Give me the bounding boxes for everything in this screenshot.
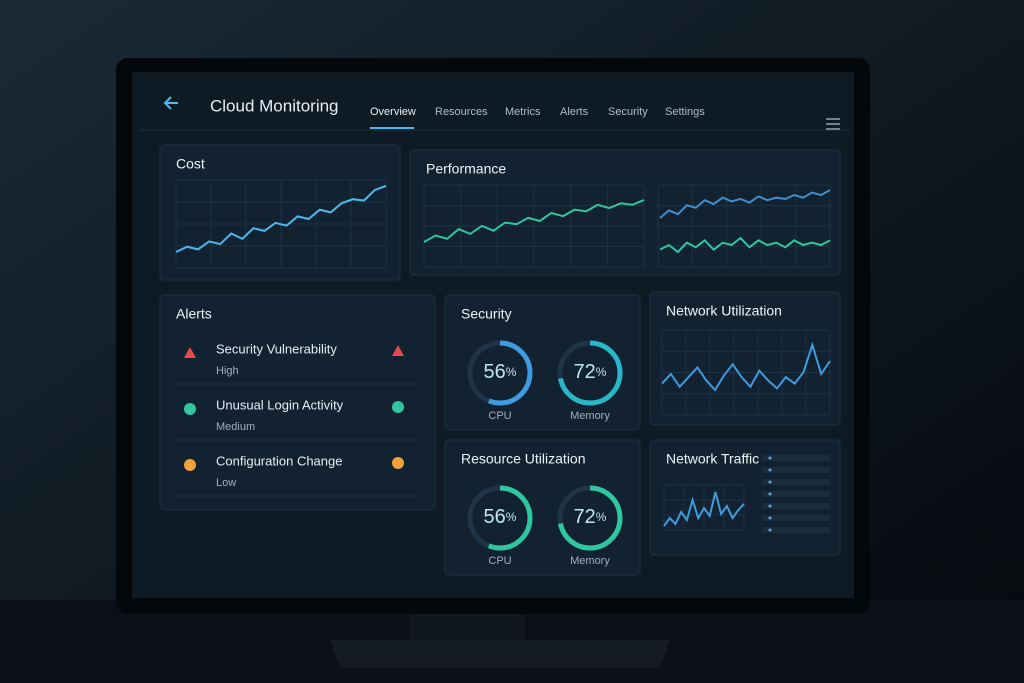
server-row	[762, 491, 830, 497]
alert-icon	[184, 347, 196, 358]
nav-item[interactable]: Resources	[435, 106, 488, 118]
gauge-arc	[467, 485, 533, 551]
monitor-base	[330, 640, 670, 668]
gauge-label: CPU	[488, 555, 511, 567]
server-row	[762, 467, 830, 473]
server-led	[768, 504, 772, 508]
gauge-arc	[557, 340, 623, 406]
line-series	[423, 199, 645, 243]
panel-title: Network Traffic	[666, 451, 759, 467]
alert-icon	[392, 345, 404, 356]
line-series	[663, 491, 745, 527]
server-led	[768, 492, 772, 496]
server-led	[768, 480, 772, 484]
panel-title: Security	[461, 306, 512, 322]
nav-item[interactable]: Overview	[370, 106, 416, 118]
gauge-unit: %	[506, 510, 517, 524]
gauge-arc	[467, 340, 533, 406]
app-title: Cloud Monitoring	[210, 96, 339, 115]
gauge-unit: %	[596, 365, 607, 379]
server-led	[768, 516, 772, 520]
server-row	[762, 455, 830, 461]
gauge-value: 56%	[484, 506, 517, 528]
server-row	[762, 479, 830, 485]
server-led	[768, 456, 772, 460]
alert-icon	[184, 403, 196, 415]
gauge-number: 56	[484, 506, 506, 528]
gauge-arc	[557, 485, 623, 551]
server-led	[768, 468, 772, 472]
line-series	[661, 341, 831, 392]
alert-name[interactable]: Unusual Login Activity	[216, 397, 344, 412]
alert-icon	[184, 459, 196, 471]
gauge-number: 72	[574, 506, 596, 528]
resource_utilization-panel	[444, 439, 641, 576]
gauge-unit: %	[596, 510, 607, 524]
alert-severity: High	[216, 365, 239, 377]
security-panel	[444, 294, 641, 431]
nav-item[interactable]: Alerts	[560, 106, 589, 118]
alerts-panel	[159, 294, 436, 511]
network-utilization-panel	[649, 291, 841, 426]
server-row	[762, 527, 830, 533]
gauge-number: 72	[574, 361, 596, 383]
gauge-value: 72%	[574, 506, 607, 528]
alert-severity: Medium	[216, 421, 255, 433]
gauge-label: CPU	[488, 410, 511, 422]
gauge-number: 56	[484, 361, 506, 383]
alert-severity: Low	[216, 477, 236, 489]
alert-name[interactable]: Configuration Change	[216, 453, 342, 468]
line-series	[659, 236, 831, 254]
alert-icon	[392, 401, 404, 413]
alert-icon	[392, 457, 404, 469]
gauge-value: 56%	[484, 361, 517, 383]
line-series	[175, 185, 387, 253]
nav-item[interactable]: Security	[608, 106, 648, 118]
gauge-value: 72%	[574, 361, 607, 383]
panel-title: Resource Utilization	[461, 451, 586, 467]
server-led	[768, 528, 772, 532]
panel-title: Performance	[426, 161, 506, 177]
menu-icon[interactable]	[826, 118, 840, 130]
nav-item[interactable]: Settings	[665, 106, 705, 118]
panel-title: Network Utilization	[666, 303, 782, 319]
gauge-label: Memory	[570, 410, 610, 422]
gauge-unit: %	[506, 365, 517, 379]
panel-title: Alerts	[176, 306, 212, 322]
panel-title: Cost	[176, 156, 205, 172]
gauge-label: Memory	[570, 555, 610, 567]
back-button[interactable]	[163, 96, 178, 110]
server-row	[762, 503, 830, 509]
server-row	[762, 515, 830, 521]
line-series	[659, 189, 831, 219]
alert-name[interactable]: Security Vulnerability	[216, 341, 337, 356]
nav-item[interactable]: Metrics	[505, 106, 541, 118]
